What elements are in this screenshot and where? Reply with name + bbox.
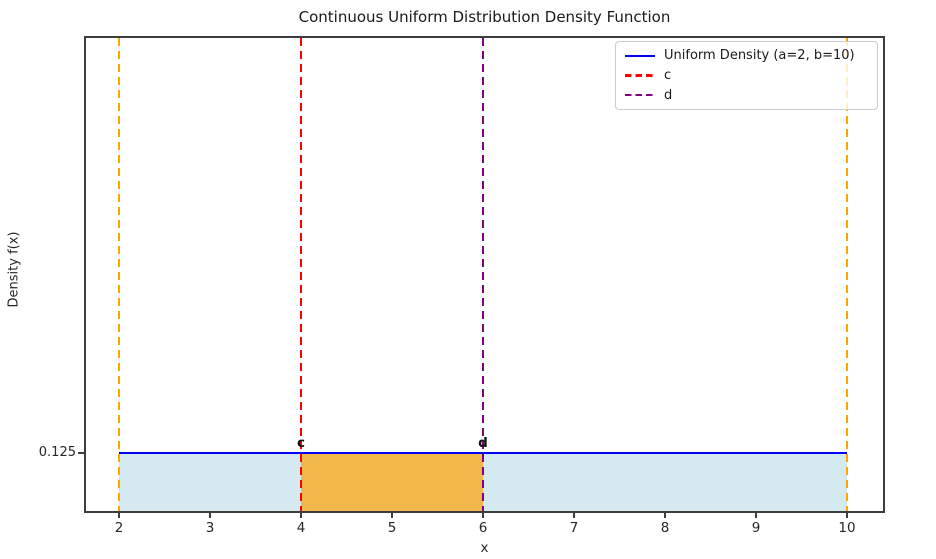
legend-label-d: d <box>664 87 673 103</box>
legend-swatch-purple-dashed-line-icon <box>625 93 655 97</box>
legend-swatch-red-dashed-line-icon <box>625 74 655 77</box>
legend-row-d: d <box>625 88 868 103</box>
x-tick-label-5: 5 <box>387 520 397 536</box>
x-tick-mark-9 <box>755 513 757 518</box>
legend-swatch-blue-solid-line-icon <box>625 54 655 58</box>
annotation-d: d <box>478 435 488 451</box>
vline-c <box>299 38 303 511</box>
x-tick-label-8: 8 <box>660 520 670 536</box>
x-tick-mark-2 <box>118 513 120 518</box>
annotation-c: c <box>296 435 305 451</box>
plot-area: c d <box>84 36 885 513</box>
x-tick-mark-10 <box>846 513 848 518</box>
x-tick-mark-5 <box>391 513 393 518</box>
x-tick-mark-6 <box>482 513 484 518</box>
x-tick-label-7: 7 <box>569 520 579 536</box>
chart-title: Continuous Uniform Distribution Density … <box>298 8 671 26</box>
x-tick-label-4: 4 <box>296 520 306 536</box>
legend-row-uniform-density: Uniform Density (a=2, b=10) <box>625 48 868 63</box>
vline-d <box>481 38 485 511</box>
x-tick-label-2: 2 <box>114 520 124 536</box>
x-tick-mark-7 <box>573 513 575 518</box>
legend-label-c: c <box>664 67 672 83</box>
x-tick-mark-8 <box>664 513 666 518</box>
legend: Uniform Density (a=2, b=10) c d <box>615 41 878 110</box>
y-axis-tick-label: 0.125 <box>38 445 76 460</box>
y-axis-tick-mark <box>78 452 84 454</box>
x-tick-mark-4 <box>300 513 302 518</box>
x-tick-label-3: 3 <box>205 520 215 536</box>
x-tick-label-6: 6 <box>478 520 488 536</box>
legend-row-c: c <box>625 68 868 83</box>
x-tick-mark-3 <box>209 513 211 518</box>
y-axis-label: Density f(x) <box>6 231 22 308</box>
legend-label-uniform-density: Uniform Density (a=2, b=10) <box>664 48 855 64</box>
x-axis-label: x <box>480 540 489 556</box>
x-tick-label-10: 10 <box>838 520 856 536</box>
vline-lower-bound-a <box>117 38 121 511</box>
vline-upper-bound-b <box>845 38 849 511</box>
probability-band-fill <box>301 453 483 511</box>
x-tick-label-9: 9 <box>751 520 761 536</box>
